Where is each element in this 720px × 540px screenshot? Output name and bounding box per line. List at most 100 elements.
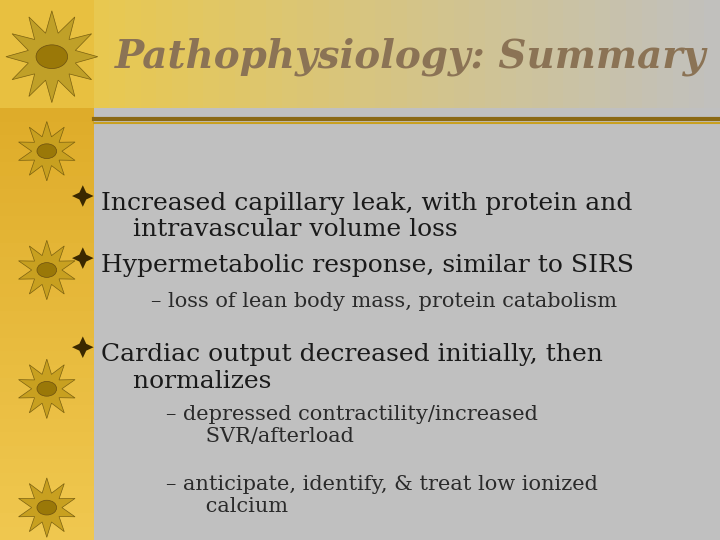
FancyBboxPatch shape	[266, 0, 282, 108]
FancyBboxPatch shape	[0, 40, 94, 54]
FancyBboxPatch shape	[0, 68, 94, 81]
FancyBboxPatch shape	[94, 0, 720, 540]
Polygon shape	[19, 478, 75, 537]
Circle shape	[36, 45, 68, 69]
FancyBboxPatch shape	[0, 81, 94, 94]
FancyBboxPatch shape	[0, 230, 94, 243]
FancyBboxPatch shape	[0, 122, 94, 135]
FancyBboxPatch shape	[611, 0, 626, 108]
FancyBboxPatch shape	[532, 0, 548, 108]
FancyBboxPatch shape	[109, 0, 125, 108]
FancyBboxPatch shape	[485, 0, 501, 108]
FancyBboxPatch shape	[376, 0, 391, 108]
Text: – depressed contractility/increased
      SVR/afterload: – depressed contractility/increased SVR/…	[166, 405, 537, 446]
Polygon shape	[72, 247, 94, 269]
FancyBboxPatch shape	[140, 0, 156, 108]
FancyBboxPatch shape	[595, 0, 611, 108]
FancyBboxPatch shape	[0, 405, 94, 418]
FancyBboxPatch shape	[0, 432, 94, 445]
FancyBboxPatch shape	[704, 0, 720, 108]
FancyBboxPatch shape	[0, 162, 94, 176]
FancyBboxPatch shape	[0, 284, 94, 297]
FancyBboxPatch shape	[0, 216, 94, 229]
FancyBboxPatch shape	[94, 0, 109, 108]
Text: – loss of lean body mass, protein catabolism: – loss of lean body mass, protein catabo…	[151, 292, 617, 310]
FancyBboxPatch shape	[0, 0, 94, 14]
FancyBboxPatch shape	[0, 486, 94, 500]
FancyBboxPatch shape	[344, 0, 360, 108]
FancyBboxPatch shape	[673, 0, 689, 108]
FancyBboxPatch shape	[0, 392, 94, 405]
Text: – anticipate, identify, & treat low ionized
      calcium: – anticipate, identify, & treat low ioni…	[166, 475, 598, 516]
FancyBboxPatch shape	[0, 189, 94, 202]
FancyBboxPatch shape	[454, 0, 469, 108]
FancyBboxPatch shape	[0, 148, 94, 162]
FancyBboxPatch shape	[328, 0, 344, 108]
FancyBboxPatch shape	[0, 351, 94, 364]
Polygon shape	[72, 185, 94, 207]
FancyBboxPatch shape	[0, 459, 94, 472]
FancyBboxPatch shape	[642, 0, 657, 108]
FancyBboxPatch shape	[0, 446, 94, 459]
FancyBboxPatch shape	[0, 500, 94, 513]
FancyBboxPatch shape	[0, 418, 94, 432]
Circle shape	[37, 262, 57, 278]
FancyBboxPatch shape	[172, 0, 187, 108]
FancyBboxPatch shape	[187, 0, 203, 108]
FancyBboxPatch shape	[251, 0, 266, 108]
FancyBboxPatch shape	[0, 243, 94, 256]
FancyBboxPatch shape	[0, 338, 94, 351]
FancyBboxPatch shape	[312, 0, 328, 108]
FancyBboxPatch shape	[0, 108, 94, 122]
Text: Pathophysiology: Summary: Pathophysiology: Summary	[115, 37, 706, 76]
FancyBboxPatch shape	[0, 472, 94, 486]
FancyBboxPatch shape	[0, 14, 94, 27]
Polygon shape	[19, 240, 75, 300]
FancyBboxPatch shape	[689, 0, 704, 108]
Polygon shape	[72, 336, 94, 358]
FancyBboxPatch shape	[0, 54, 94, 68]
FancyBboxPatch shape	[0, 27, 94, 40]
FancyBboxPatch shape	[0, 324, 94, 338]
FancyBboxPatch shape	[0, 270, 94, 284]
FancyBboxPatch shape	[0, 526, 94, 540]
Polygon shape	[6, 11, 98, 103]
FancyBboxPatch shape	[297, 0, 312, 108]
Polygon shape	[19, 122, 75, 181]
FancyBboxPatch shape	[0, 94, 94, 108]
FancyBboxPatch shape	[0, 202, 94, 216]
FancyBboxPatch shape	[563, 0, 579, 108]
FancyBboxPatch shape	[0, 297, 94, 310]
FancyBboxPatch shape	[548, 0, 563, 108]
FancyBboxPatch shape	[0, 513, 94, 526]
FancyBboxPatch shape	[0, 176, 94, 189]
FancyBboxPatch shape	[125, 0, 140, 108]
FancyBboxPatch shape	[282, 0, 297, 108]
FancyBboxPatch shape	[203, 0, 219, 108]
FancyBboxPatch shape	[579, 0, 595, 108]
FancyBboxPatch shape	[407, 0, 423, 108]
Text: Cardiac output decreased initially, then
    normalizes: Cardiac output decreased initially, then…	[101, 343, 603, 393]
Circle shape	[37, 381, 57, 396]
Circle shape	[37, 144, 57, 159]
FancyBboxPatch shape	[219, 0, 235, 108]
FancyBboxPatch shape	[438, 0, 454, 108]
FancyBboxPatch shape	[235, 0, 251, 108]
FancyBboxPatch shape	[469, 0, 485, 108]
Text: Hypermetabolic response, similar to SIRS: Hypermetabolic response, similar to SIRS	[101, 254, 634, 277]
FancyBboxPatch shape	[0, 310, 94, 324]
FancyBboxPatch shape	[501, 0, 516, 108]
Polygon shape	[19, 359, 75, 418]
FancyBboxPatch shape	[0, 378, 94, 392]
FancyBboxPatch shape	[0, 256, 94, 270]
FancyBboxPatch shape	[0, 364, 94, 378]
FancyBboxPatch shape	[626, 0, 642, 108]
FancyBboxPatch shape	[391, 0, 407, 108]
FancyBboxPatch shape	[360, 0, 376, 108]
Circle shape	[37, 500, 57, 515]
FancyBboxPatch shape	[657, 0, 673, 108]
FancyBboxPatch shape	[0, 135, 94, 148]
FancyBboxPatch shape	[516, 0, 532, 108]
Text: Increased capillary leak, with protein and
    intravascular volume loss: Increased capillary leak, with protein a…	[101, 192, 632, 241]
FancyBboxPatch shape	[156, 0, 172, 108]
